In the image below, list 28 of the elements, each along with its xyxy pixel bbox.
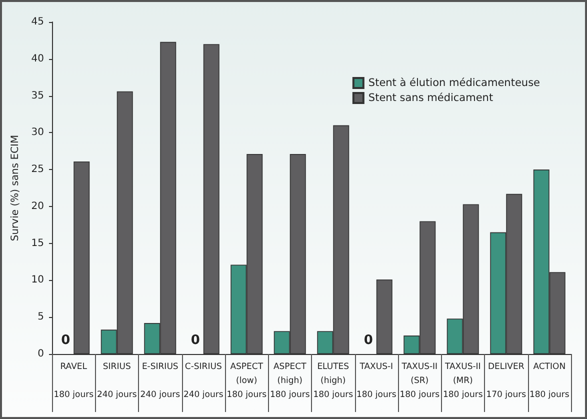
category-label: E-SIRIUS 240 jours [140,362,180,400]
category-label: SIRIUS 240 jours [96,362,137,400]
y-tick-label: 30 [31,127,44,138]
data-label: 0 [61,333,70,348]
y-tick-label: 15 [31,238,44,249]
x-tick-label: ASPECT (high) 180 jours [270,362,310,400]
legend-label: Stent à élution médicamenteuse [368,77,540,89]
x-tick-label: TAXUS-II (MR) 180 jours [442,362,484,400]
data-label: 0 [364,333,373,348]
y-tick-label: 35 [31,90,44,102]
category-label: ACTION 180 jours [529,362,570,400]
x-tick-label: ASPECT (low) 180 jours [226,362,268,400]
category-label: RAVEL 180 jours [54,362,94,400]
y-tick-label: 10 [31,274,44,286]
y-tick-label: 40 [31,53,44,64]
y-axis-title: Survie (%) sans ECIM [10,134,21,242]
x-tick-label: ELUTES (high) 180 jours [313,362,354,400]
data-label: 0 [190,333,200,348]
category-label: C-SIRIUS 240 jours [183,362,224,400]
y-tick-label: 5 [38,312,44,323]
x-tick-label: TAXUS-II (SR) 180 jours [400,362,440,400]
y-tick-label: 45 [31,16,44,28]
legend-label: Stent sans médicament [368,92,494,104]
category-label: TAXUS-I 180 jours [356,362,396,400]
category-label: DELIVER 170 jours [486,362,526,400]
y-tick-label: 20 [31,200,44,212]
y-tick-label: 0 [38,348,44,360]
y-tick-label: 25 [31,164,44,176]
